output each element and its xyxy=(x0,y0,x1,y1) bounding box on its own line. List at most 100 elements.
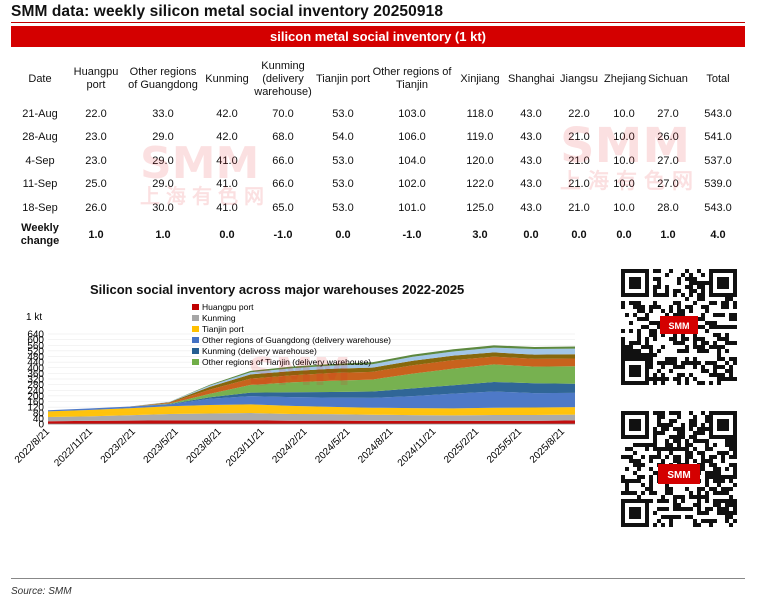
qr-module xyxy=(717,435,721,439)
qr-module xyxy=(629,491,633,495)
qr-module xyxy=(661,507,665,511)
qr-module xyxy=(681,273,685,277)
qr-module xyxy=(689,515,693,519)
qr-module xyxy=(633,499,637,503)
table-cell: 53.0 xyxy=(332,201,354,214)
qr-module xyxy=(653,447,657,451)
qr-module xyxy=(717,511,721,515)
qr-module xyxy=(621,475,625,479)
table-cell: 28.0 xyxy=(657,201,679,214)
column-header: Huangpu port xyxy=(73,66,119,91)
table-cell: 43.0 xyxy=(520,201,542,214)
qr-module xyxy=(629,427,633,431)
qr-module xyxy=(653,471,657,475)
qr-module xyxy=(633,365,637,369)
qr-module xyxy=(629,281,633,285)
qr-module xyxy=(685,381,689,385)
qr-module xyxy=(657,325,661,329)
qr-module xyxy=(681,313,685,317)
qr-module xyxy=(689,491,693,495)
qr-module xyxy=(657,321,661,325)
qr-module xyxy=(709,519,713,523)
qr-module xyxy=(661,377,665,381)
qr-module xyxy=(681,447,685,451)
qr-module xyxy=(661,293,665,297)
qr-module xyxy=(685,269,689,273)
weekly-change-cell: 1.0 xyxy=(660,228,676,241)
qr-module xyxy=(685,297,689,301)
qr-module xyxy=(629,269,633,273)
qr-module xyxy=(633,463,637,467)
weekly-change-cell: 1.0 xyxy=(88,228,104,241)
qr-module xyxy=(721,377,725,381)
qr-module xyxy=(637,281,641,285)
area-series xyxy=(48,413,575,422)
qr-module xyxy=(645,361,649,365)
qr-module xyxy=(713,487,717,491)
qr-module xyxy=(729,523,733,527)
qr-module xyxy=(701,381,705,385)
table-cell: 18-Sep xyxy=(22,201,58,214)
qr-module xyxy=(685,455,689,459)
qr-module xyxy=(721,293,725,297)
qr-module xyxy=(713,373,717,377)
qr-module xyxy=(733,341,737,345)
qr-module xyxy=(701,349,705,353)
qr-module xyxy=(677,427,681,431)
qr-module xyxy=(645,431,649,435)
qr-module xyxy=(717,337,721,341)
qr-module xyxy=(733,503,737,507)
qr-module xyxy=(701,293,705,297)
qr-module xyxy=(689,309,693,313)
qr-module xyxy=(665,289,669,293)
qr-module xyxy=(673,289,677,293)
qr-module xyxy=(681,293,685,297)
qr-module xyxy=(729,475,733,479)
qr-module xyxy=(669,357,673,361)
qr-module xyxy=(677,381,681,385)
qr-module xyxy=(729,325,733,329)
qr-module xyxy=(633,349,637,353)
qr-module xyxy=(685,357,689,361)
area-series xyxy=(48,364,575,411)
qr-module xyxy=(673,333,677,337)
source-note: Source: SMM xyxy=(11,586,72,597)
table-cell: 21.0 xyxy=(568,178,590,191)
qr-module xyxy=(637,523,641,527)
qr-module xyxy=(645,317,649,321)
qr-module xyxy=(689,373,693,377)
qr-module xyxy=(641,293,645,297)
qr-module xyxy=(653,455,657,459)
qr-module xyxy=(721,435,725,439)
qr-module xyxy=(673,507,677,511)
qr-module xyxy=(717,451,721,455)
qr-module xyxy=(733,415,737,419)
qr-module xyxy=(661,309,665,313)
qr-module xyxy=(637,443,641,447)
qr-module xyxy=(621,353,625,357)
qr-module xyxy=(705,483,709,487)
table-cell: 537.0 xyxy=(704,154,732,167)
table-cell: 101.0 xyxy=(398,201,426,214)
x-tick-label: 2023/2/21 xyxy=(99,426,139,466)
table-cell: 22.0 xyxy=(568,107,590,120)
table-cell: 70.0 xyxy=(272,107,294,120)
qr-module xyxy=(685,487,689,491)
qr-module xyxy=(721,325,725,329)
column-header: Kunming xyxy=(205,72,249,85)
qr-module xyxy=(713,519,717,523)
legend-swatch xyxy=(192,337,199,343)
qr-module xyxy=(649,361,653,365)
qr-module xyxy=(705,415,709,419)
legend-swatch xyxy=(192,304,199,310)
qr-module xyxy=(637,515,641,519)
qr-module xyxy=(681,435,685,439)
qr-module xyxy=(729,365,733,369)
qr-logo-badge xyxy=(658,464,700,484)
qr-module xyxy=(673,439,677,443)
qr-module xyxy=(629,369,633,373)
qr-module xyxy=(701,313,705,317)
qr-module xyxy=(649,321,653,325)
qr-module xyxy=(717,357,721,361)
column-header: Kunming (delivery warehouse) xyxy=(254,59,312,98)
